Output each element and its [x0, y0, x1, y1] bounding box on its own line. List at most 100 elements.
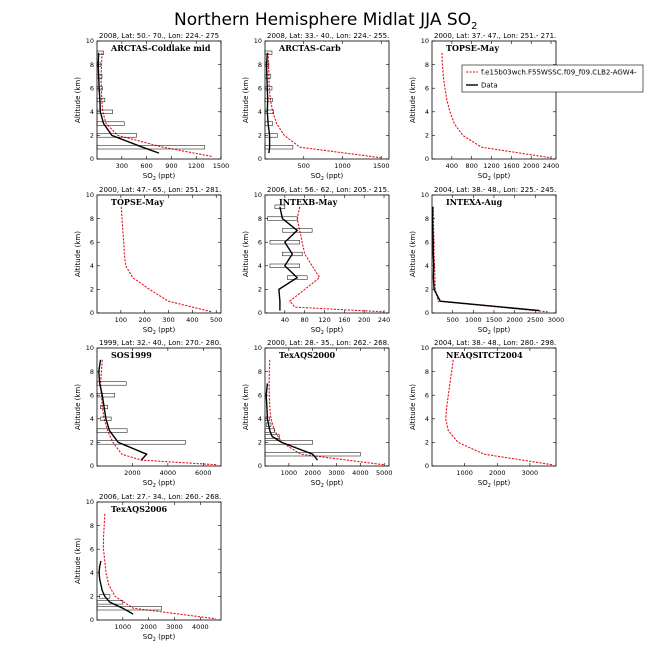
x-axis-label-part: SO [311, 326, 321, 334]
y-tick-label: 0 [90, 616, 94, 624]
x-tick-label: 2000 [489, 469, 506, 477]
y-tick-label: 4 [258, 108, 262, 116]
data-series-line [97, 52, 160, 154]
y-tick-label: 8 [90, 368, 94, 376]
panel-header: 2004, Lat: 38.- 48., Lon: 280.- 298. [434, 339, 556, 347]
y-tick-label: 4 [425, 108, 429, 116]
x-axis-label-part: (ppt) [156, 633, 176, 641]
y-tick-label: 2 [425, 439, 429, 447]
legend-model-label: f.e15b03wch.F55WSSC.f09_f09.CLB2-AGW4- [481, 69, 637, 77]
figure-title: Northern Hemisphere Midlat JJA SO2 [174, 10, 477, 32]
plot-frame [431, 347, 557, 467]
y-tick-label: 8 [425, 61, 429, 69]
data-error-box [264, 145, 294, 150]
data-series-line [265, 383, 319, 461]
y-axis-label: Altitude (km) [409, 77, 417, 123]
data-error-box [264, 86, 273, 91]
y-tick-label: 0 [425, 155, 429, 163]
y-tick-label: 6 [258, 84, 262, 92]
data-error-box [96, 381, 127, 386]
plot-frame [96, 347, 222, 467]
chart-panel: 2000, Lat: 37.- 47., Lon: 251.- 271. TOPS… [409, 32, 559, 182]
y-tick-label: 2 [90, 593, 94, 601]
y-tick-label: 10 [86, 498, 94, 506]
plot-frame [264, 347, 390, 467]
y-axis-label: Altitude (km) [74, 77, 82, 123]
y-tick-label: 2 [90, 132, 94, 140]
panel-header: 2006, Lat: 27.- 34., Lon: 260.- 268. [99, 493, 221, 501]
panel-campaign-name: INTEXB-May [279, 197, 338, 207]
x-axis-label-part: (ppt) [156, 326, 176, 334]
x-axis-label: SO2 (ppt) [143, 633, 176, 643]
data-error-box [264, 109, 274, 114]
y-tick-label: 0 [258, 155, 262, 163]
x-axis-label: SO2 (ppt) [143, 172, 176, 182]
data-error-box [96, 393, 115, 398]
data-error-box [96, 50, 104, 55]
panel-header: 2000, Lat: 28.- 35., Lon: 262.- 268. [267, 339, 389, 347]
y-tick-label: 4 [425, 415, 429, 423]
data-error-box [96, 74, 103, 79]
x-axis-label: SO2 (ppt) [143, 479, 176, 489]
x-tick-label: 2000 [523, 162, 540, 170]
x-axis-label-subscript: 2 [153, 637, 156, 643]
model-series-line [441, 52, 552, 159]
y-axis-label: Altitude (km) [409, 231, 417, 277]
y-axis-label: Altitude (km) [409, 384, 417, 430]
x-axis-label-subscript: 2 [321, 330, 324, 336]
data-series-line [98, 560, 134, 615]
y-axis-label: Altitude (km) [74, 231, 82, 277]
panel-campaign-name: NEAQSITCT2004 [446, 350, 523, 360]
data-error-box [282, 228, 313, 233]
y-tick-label: 8 [425, 215, 429, 223]
x-tick-label: 2000 [140, 623, 157, 631]
y-tick-label: 2 [90, 286, 94, 294]
y-tick-label: 2 [258, 286, 262, 294]
y-tick-label: 4 [90, 262, 94, 270]
x-tick-label: 1600 [503, 162, 520, 170]
plot-frame [431, 40, 557, 160]
x-tick-label: 120 [318, 316, 330, 324]
plot-frame [96, 40, 222, 160]
model-series-line [432, 206, 548, 313]
data-error-box [96, 428, 128, 433]
y-tick-label: 8 [90, 215, 94, 223]
panel-campaign-name: ARCTAS-Coldlake mid [110, 43, 211, 53]
y-axis-label: Altitude (km) [242, 384, 250, 430]
data-error-box [96, 606, 162, 611]
y-tick-label: 6 [425, 84, 429, 92]
y-tick-label: 6 [425, 238, 429, 246]
data-error-box [287, 275, 308, 280]
model-series-line [102, 513, 216, 620]
data-series-line [431, 206, 540, 312]
data-error-box [96, 600, 124, 605]
x-tick-label: 3000 [548, 316, 565, 324]
y-tick-label: 8 [258, 368, 262, 376]
y-tick-label: 0 [90, 309, 94, 317]
x-tick-label: 1500 [213, 162, 230, 170]
x-tick-label: 300 [116, 162, 128, 170]
data-error-box [269, 240, 300, 245]
y-tick-label: 10 [86, 37, 94, 45]
y-tick-label: 6 [90, 238, 94, 246]
y-tick-label: 4 [90, 108, 94, 116]
y-tick-label: 10 [254, 344, 262, 352]
plot-frame [96, 194, 222, 314]
y-tick-label: 10 [421, 37, 429, 45]
x-axis-label: SO2 (ppt) [311, 479, 344, 489]
x-tick-label: 1500 [373, 162, 390, 170]
data-error-box [96, 109, 113, 114]
x-axis-label-subscript: 2 [321, 176, 324, 182]
y-tick-label: 10 [86, 344, 94, 352]
x-tick-label: 800 [465, 162, 477, 170]
x-axis-label: SO2 (ppt) [478, 479, 511, 489]
data-error-box [264, 133, 278, 138]
x-axis-label-subscript: 2 [488, 483, 491, 489]
y-axis-label: Altitude (km) [242, 77, 250, 123]
x-tick-label: 100 [115, 316, 127, 324]
model-series-line [268, 359, 385, 466]
chart-panel: 2006, Lat: 56.- 62., Lon: 205.- 215. INTE… [242, 186, 390, 336]
model-series-line [120, 206, 212, 313]
y-tick-label: 0 [258, 309, 262, 317]
x-axis-label-part: (ppt) [324, 326, 344, 334]
